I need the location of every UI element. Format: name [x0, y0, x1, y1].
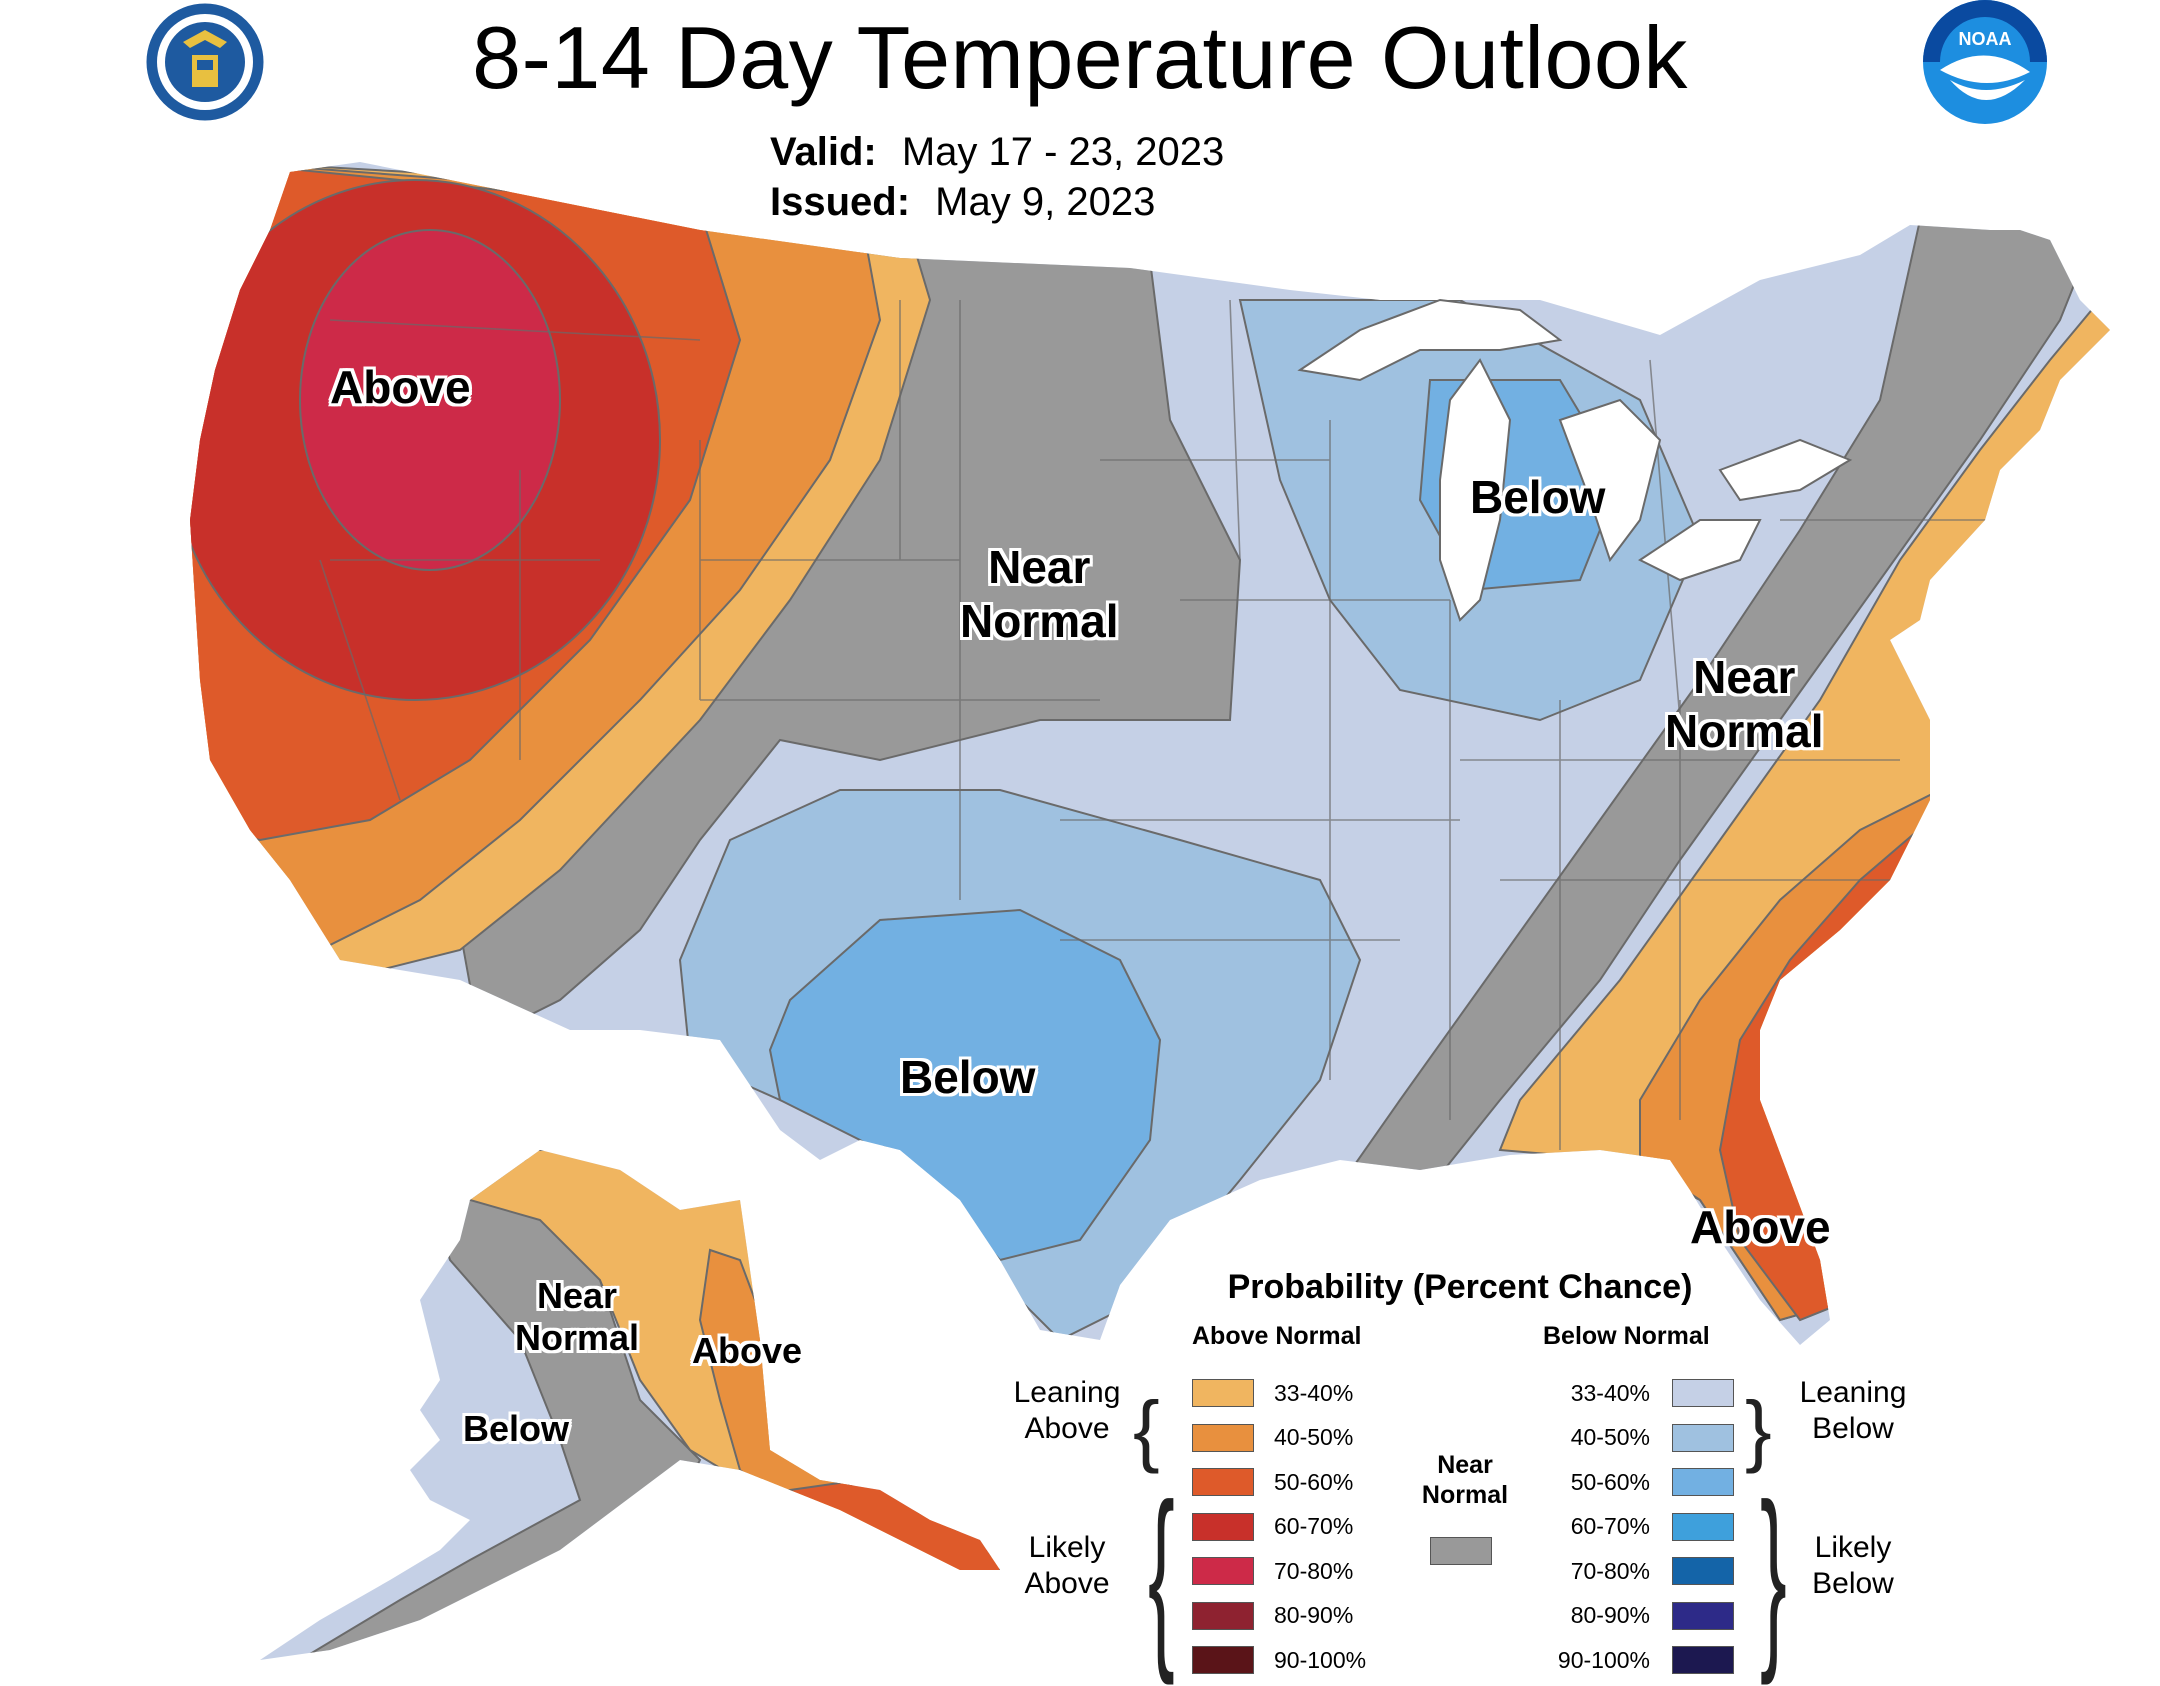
legend-range-label: 70-80%: [1570, 1557, 1650, 1584]
brace-likely-above-icon: {: [1148, 1463, 1175, 1686]
legend-likely-above-line1: Likely: [1028, 1531, 1106, 1564]
legend-swatch: [1672, 1512, 1734, 1541]
legend-below-row: 80-90%: [1540, 1601, 1734, 1631]
issued-value: May 9, 2023: [935, 180, 1156, 224]
label-alaska-above: Above: [692, 1330, 803, 1371]
legend-range-label: 40-50%: [1570, 1424, 1650, 1450]
legend-swatch: [1192, 1557, 1254, 1585]
label-near-normal-appalachia-line2: Normal: [1665, 705, 1824, 757]
legend-range-label: 60-70%: [1274, 1513, 1354, 1539]
noaa-logo-icon: NOAA: [1923, 0, 2047, 124]
brace-leaning-above-icon: {: [1133, 1385, 1160, 1474]
label-alaska-near-normal-line1: Near: [536, 1275, 618, 1316]
valid-value: May 17 - 23, 2023: [901, 130, 1225, 174]
legend-above-row: 60-70%: [1192, 1512, 1384, 1542]
legend-near-normal: Near Normal: [1400, 1450, 1530, 1510]
label-alaska-below: Below: [463, 1408, 570, 1449]
legend-near-normal-line1: Near: [1437, 1451, 1493, 1479]
label-below-texas: Below: [900, 1051, 1036, 1103]
legend-range-label: 90-100%: [1557, 1646, 1650, 1673]
commerce-seal-icon: [143, 0, 267, 124]
label-above-florida: Above: [1690, 1201, 1831, 1253]
issued-date-row: Issued: May 9, 2023: [770, 178, 1155, 226]
legend-likely-below: Likely Below: [1788, 1530, 1918, 1602]
legend-below-row: 90-100%: [1540, 1645, 1734, 1675]
legend-range-label: 33-40%: [1570, 1379, 1650, 1406]
label-near-normal-appalachia-line1: Near: [1693, 651, 1796, 703]
label-near-normal-appalachia: Near Normal: [1665, 650, 1823, 758]
issued-label: Issued:: [770, 180, 911, 224]
brace-leaning-below-icon: }: [1745, 1385, 1772, 1474]
valid-date-row: Valid: May 17 - 23, 2023: [770, 128, 1224, 176]
legend-swatch: [1192, 1423, 1254, 1452]
label-above-northwest: Above: [330, 361, 471, 413]
legend-swatch: [1192, 1468, 1254, 1496]
legend-below-row: 50-60%: [1540, 1467, 1734, 1497]
legend-leaning-below: Leaning Below: [1788, 1375, 1918, 1447]
legend-range-label: 40-50%: [1274, 1424, 1354, 1450]
legend-title: Probability (Percent Chance): [1227, 1268, 1693, 1306]
legend-leaning-below-line2: Below: [1812, 1412, 1894, 1445]
legend-leaning-above: Leaning Above: [1002, 1375, 1132, 1447]
legend-swatch: [1192, 1379, 1254, 1407]
map-title: 8-14 Day Temperature Outlook: [472, 8, 1688, 107]
legend-swatch: [1672, 1423, 1734, 1452]
legend-near-normal-swatch: [1430, 1537, 1492, 1565]
label-near-normal-plains-line1: Near: [988, 541, 1091, 593]
legend-swatch: [1672, 1379, 1734, 1407]
legend-range-label: 70-80%: [1274, 1557, 1354, 1584]
legend-swatch: [1192, 1646, 1254, 1674]
legend-likely-below-line2: Below: [1812, 1567, 1894, 1600]
legend-range-label: 80-90%: [1274, 1602, 1354, 1628]
legend-swatch: [1672, 1468, 1734, 1496]
legend-swatch: [1192, 1601, 1254, 1630]
legend-above-row: 70-80%: [1192, 1556, 1384, 1586]
legend-below-row: 40-50%: [1540, 1423, 1734, 1453]
legend-below-header: Below Normal: [1543, 1322, 1710, 1350]
legend-above-row: 50-60%: [1192, 1467, 1384, 1497]
legend-below-row: 60-70%: [1540, 1512, 1734, 1542]
great-lakes: [1297, 298, 1853, 622]
alaska-map: [260, 1150, 1000, 1660]
legend-range-label: 60-70%: [1570, 1513, 1650, 1539]
label-alaska-near-normal: Near Normal: [515, 1275, 639, 1359]
conus-map: [190, 162, 2110, 1345]
valid-label: Valid:: [770, 130, 877, 174]
legend-swatch: [1672, 1601, 1734, 1630]
legend-range-label: 50-60%: [1274, 1468, 1354, 1495]
legend-above-row: 80-90%: [1192, 1601, 1384, 1631]
legend-likely-below-line1: Likely: [1814, 1531, 1892, 1564]
legend-above-row: 40-50%: [1192, 1423, 1384, 1453]
label-near-normal-plains-line2: Normal: [960, 595, 1119, 647]
legend-swatch: [1672, 1646, 1734, 1674]
legend-range-label: 50-60%: [1570, 1468, 1650, 1495]
legend-likely-above-line2: Above: [1024, 1567, 1110, 1600]
brace-likely-below-icon: }: [1760, 1463, 1787, 1686]
legend-below-row: 33-40%: [1540, 1378, 1734, 1408]
legend-above-row: 90-100%: [1192, 1645, 1384, 1675]
label-alaska-near-normal-line2: Normal: [515, 1317, 640, 1358]
legend-leaning-above-line1: Leaning: [1013, 1376, 1121, 1409]
legend-range-label: 33-40%: [1274, 1379, 1354, 1406]
legend-likely-above: Likely Above: [1002, 1530, 1132, 1602]
legend-leaning-below-line1: Leaning: [1799, 1376, 1907, 1409]
legend-range-label: 80-90%: [1570, 1602, 1650, 1628]
label-below-great-lakes: Below: [1470, 471, 1606, 523]
legend-swatch: [1672, 1557, 1734, 1585]
legend-range-label: 90-100%: [1274, 1646, 1367, 1673]
legend-below-row: 70-80%: [1540, 1556, 1734, 1586]
svg-text:NOAA: NOAA: [1959, 29, 2012, 49]
legend-leaning-above-line2: Above: [1024, 1412, 1110, 1445]
legend-near-normal-line2: Normal: [1421, 1481, 1509, 1509]
label-near-normal-plains: Near Normal: [960, 540, 1118, 648]
legend-above-header: Above Normal: [1192, 1322, 1362, 1350]
legend-swatch: [1192, 1512, 1254, 1541]
legend-above-row: 33-40%: [1192, 1378, 1384, 1408]
